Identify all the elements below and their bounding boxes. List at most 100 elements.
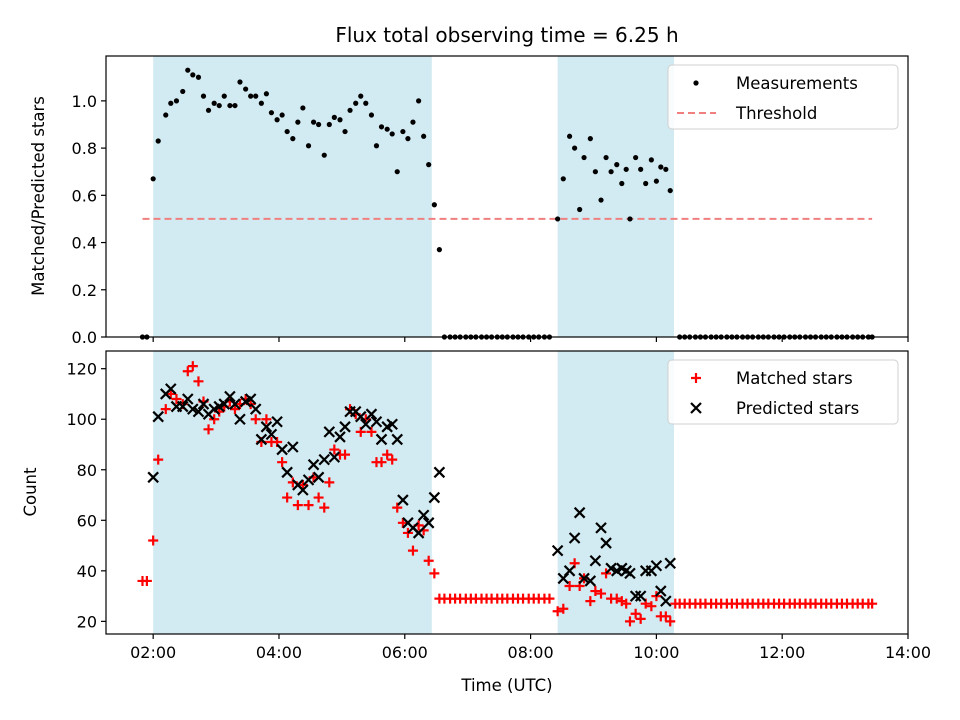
predicted-stars-point	[365, 408, 378, 420]
measurements-point	[368, 112, 375, 118]
matched-stars-point	[601, 568, 612, 579]
predicted-stars-point	[391, 433, 404, 446]
matched-stars-point	[209, 414, 220, 425]
predicted-stars-point	[573, 506, 586, 519]
matched-stars-point	[646, 601, 657, 612]
predicted-stars-point	[563, 565, 576, 577]
y-tick-label: 0.4	[72, 234, 97, 253]
measurements-point	[274, 117, 280, 123]
measurements-point	[653, 178, 659, 184]
matched-stars-point	[282, 492, 293, 503]
measurements-point	[633, 154, 639, 161]
matched-stars-point	[171, 394, 182, 405]
matched-stars-point	[313, 492, 324, 503]
matched-stars-point	[387, 454, 398, 465]
predicted-stars-point	[386, 418, 398, 431]
x-tick-label: 08:00	[508, 643, 554, 662]
measurements-point	[358, 93, 364, 99]
measurements-point	[623, 166, 629, 172]
matched-stars-point	[303, 500, 314, 511]
measurements-point	[378, 124, 385, 130]
measurements-point	[232, 102, 238, 109]
measurements-point	[638, 166, 644, 172]
y-tick-label: 0.6	[72, 186, 97, 205]
legend-label: Threshold	[735, 104, 817, 123]
x-tick-label: 12:00	[759, 643, 805, 662]
legend-label: Matched stars	[736, 369, 853, 388]
matched-stars-point	[867, 598, 878, 609]
matched-stars-point	[165, 388, 176, 399]
matched-stars-point	[621, 598, 632, 609]
y-tick-label: 80	[77, 461, 97, 480]
predicted-stars-point	[176, 400, 189, 413]
y-tick-label: 60	[77, 511, 97, 530]
predicted-stars-point	[181, 393, 194, 405]
measurements-point	[648, 157, 654, 163]
measurements-point	[321, 152, 327, 158]
matched-stars-point	[148, 535, 159, 546]
matched-stars-point	[552, 606, 563, 617]
matched-stars-point	[544, 593, 555, 604]
measurements-point	[405, 136, 411, 142]
predicted-stars-point	[312, 471, 325, 484]
matched-stars-point	[630, 608, 641, 619]
predicted-stars-point	[255, 433, 268, 446]
matched-stars-point	[193, 376, 204, 387]
measurements-point	[258, 100, 264, 106]
matched-stars-point	[277, 457, 288, 468]
predicted-stars-point	[297, 484, 309, 496]
y-tick-label: 0.0	[72, 328, 97, 347]
predicted-stars-point	[328, 451, 341, 463]
x-tick-label: 10:00	[633, 643, 679, 662]
matched-stars-point	[292, 500, 303, 511]
matched-stars-point	[590, 586, 601, 597]
ratio-panel: 0.0 0.2 0.4 0.6 0.8 1.0 Matched/Predicted star…	[29, 55, 909, 347]
measurements-point	[337, 117, 343, 123]
measurements-point	[163, 112, 169, 118]
measurements-point	[248, 93, 254, 99]
measurements-point	[421, 133, 427, 139]
measurements-point	[347, 107, 353, 113]
x-tick-label: 04:00	[256, 643, 302, 662]
predicted-stars-point	[650, 559, 663, 572]
y-tick-label: 20	[77, 612, 97, 631]
matched-stars-point	[250, 414, 261, 425]
predicted-stars-point	[412, 527, 425, 539]
measurements-point	[373, 143, 380, 149]
measurements-point	[566, 133, 573, 139]
measurements-point	[279, 112, 285, 118]
matched-stars-series	[137, 361, 878, 627]
predicted-stars-point	[307, 458, 320, 471]
measurements-point	[227, 102, 233, 109]
measurements-point	[436, 247, 442, 253]
matched-stars-point	[153, 454, 164, 465]
measurements-point	[667, 187, 673, 194]
legend: Matched stars Predicted stars	[667, 359, 899, 425]
predicted-stars-point	[664, 557, 677, 570]
predicted-stars-point	[165, 383, 177, 395]
measurements-point	[221, 93, 227, 99]
measurements-point	[353, 100, 359, 106]
predicted-stars-point	[417, 509, 430, 522]
predicted-stars-point	[287, 441, 299, 453]
observing-interval-1	[557, 56, 675, 337]
predicted-stars-point	[600, 537, 612, 549]
measurements-point	[195, 74, 202, 80]
measurements-point	[310, 119, 317, 125]
matched-stars-point	[429, 568, 440, 579]
y-tick-label: 0.8	[72, 139, 97, 158]
measurements-point	[581, 154, 587, 161]
predicted-stars-point	[551, 544, 564, 557]
measurements-point	[237, 79, 243, 85]
x-tick-label: 14:00	[885, 643, 931, 662]
predicted-stars-point	[302, 474, 315, 486]
matched-stars-point	[324, 477, 335, 488]
measurements-point	[300, 105, 306, 111]
measurements-point	[243, 86, 249, 92]
predicted-stars-point	[578, 572, 590, 585]
plot-frame	[105, 350, 909, 635]
measurements-point	[627, 216, 633, 222]
predicted-stars-point	[624, 567, 636, 580]
y-tick-label: 120	[66, 360, 97, 379]
predicted-stars-point	[192, 405, 205, 418]
